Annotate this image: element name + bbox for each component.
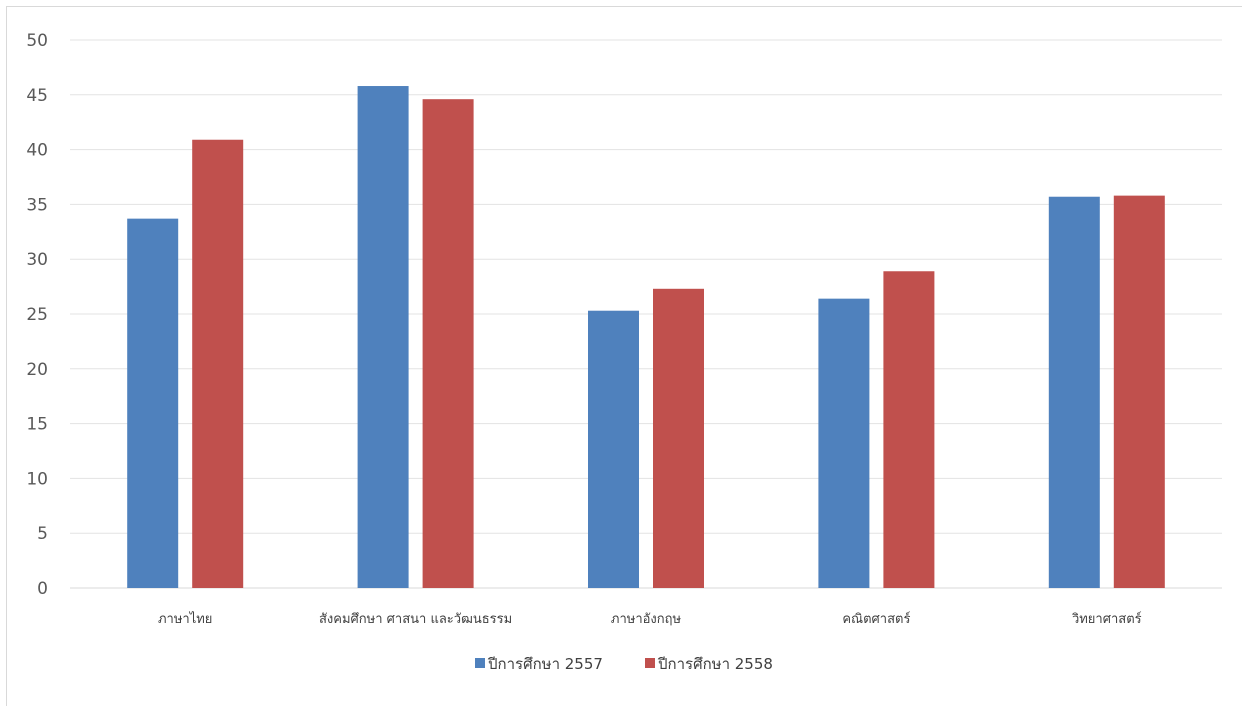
bar: [127, 218, 179, 588]
bar: [192, 139, 244, 588]
x-tick-label: ภาษาอังกฤษ: [611, 612, 682, 627]
legend-swatch: [475, 658, 485, 668]
legend-label: ปีการศึกษา 2557: [487, 655, 603, 673]
y-tick-label: 40: [26, 141, 48, 161]
bar: [588, 310, 639, 588]
bar: [818, 298, 870, 588]
y-tick-label: 5: [37, 524, 48, 544]
y-tick-label: 45: [26, 86, 48, 106]
y-tick-label: 50: [26, 31, 48, 51]
bar: [653, 288, 704, 588]
x-tick-label: คณิตศาสตร์: [842, 611, 910, 627]
chart-frame: [6, 6, 1242, 706]
y-tick-label: 35: [26, 195, 48, 215]
legend-label: ปีการศึกษา 2558: [657, 655, 773, 673]
x-tick-label: สังคมศึกษา ศาสนา และวัฒนธรรม: [319, 612, 512, 627]
bar: [1048, 196, 1100, 588]
y-tick-label: 10: [26, 469, 48, 489]
bar: [357, 86, 409, 589]
y-tick-label: 25: [26, 305, 48, 325]
y-tick-label: 15: [26, 415, 48, 435]
bar: [1113, 195, 1165, 588]
legend-swatch: [645, 658, 655, 668]
y-tick-label: 0: [37, 579, 48, 599]
bar: [883, 271, 935, 588]
y-tick-label: 20: [26, 360, 48, 380]
y-tick-label: 30: [26, 250, 48, 270]
x-tick-label: วิทยาศาสตร์: [1071, 611, 1141, 627]
x-tick-label: ภาษาไทย: [158, 611, 212, 627]
bar: [422, 99, 474, 589]
